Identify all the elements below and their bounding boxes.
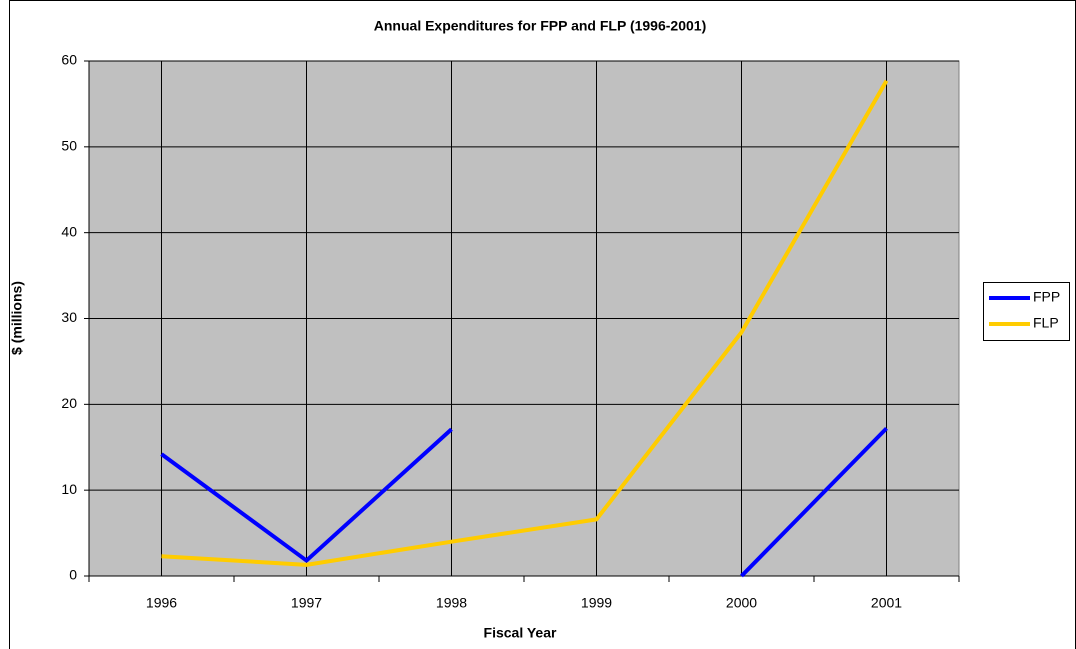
legend-label: FPP	[1033, 289, 1060, 305]
x-tick-label: 1998	[436, 595, 467, 611]
series-line	[161, 79, 889, 567]
y-tick-label: 0	[69, 567, 77, 583]
x-tick-label: 1996	[146, 595, 177, 611]
x-tick-label: 2001	[871, 595, 902, 611]
x-tick-label: 1999	[581, 595, 612, 611]
y-tick-label: 60	[61, 52, 77, 68]
y-tick-label: 50	[61, 138, 77, 154]
legend-box	[983, 282, 1070, 341]
chart-title: Annual Expenditures for FPP and FLP (199…	[374, 18, 706, 34]
series-line	[160, 426, 888, 578]
y-tick-label: 40	[61, 223, 77, 239]
y-axis-label: $ (millions)	[9, 281, 25, 355]
y-tick-label: 30	[61, 309, 77, 325]
x-tick-label: 2000	[726, 595, 757, 611]
x-tick-label: 1997	[291, 595, 322, 611]
x-axis-label: Fiscal Year	[484, 625, 557, 641]
legend-label: FLP	[1033, 315, 1059, 331]
y-tick-label: 10	[61, 481, 77, 497]
y-tick-label: 20	[61, 395, 77, 411]
